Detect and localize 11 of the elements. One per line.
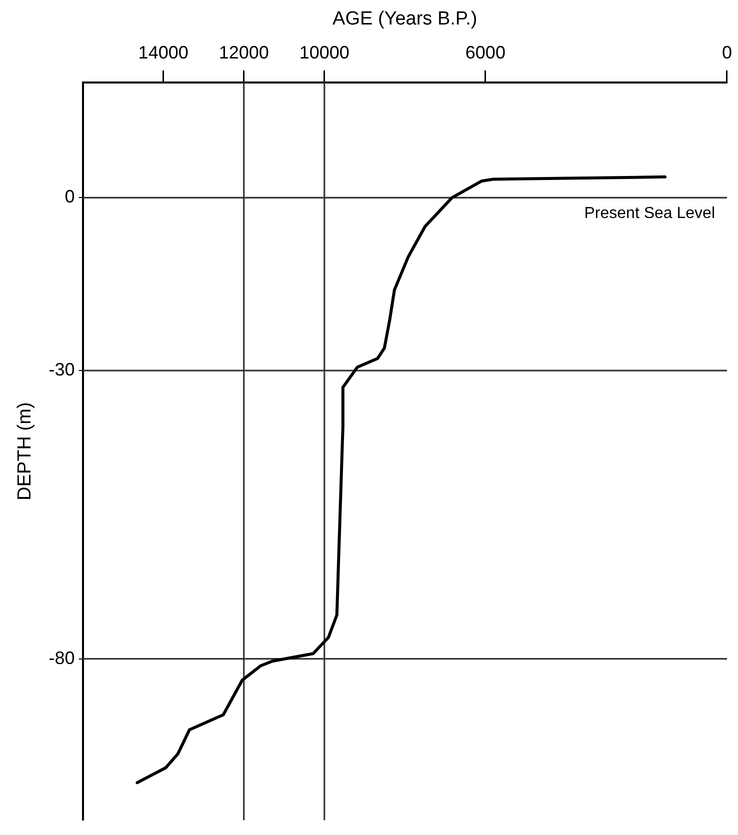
x-tick-label: 6000 — [465, 42, 506, 63]
ref-line-label: Present Sea Level — [584, 205, 715, 222]
x-tick-label: 12000 — [218, 42, 269, 63]
y-axis-title: DEPTH (m) — [14, 402, 36, 500]
x-tick-label: 0 — [722, 42, 732, 63]
y-tick-label: 0 — [64, 186, 75, 207]
x-tick-label: 14000 — [138, 42, 188, 63]
x-axis-title: AGE (Years B.P.) — [332, 8, 478, 30]
x-tick-label: 10000 — [299, 42, 350, 63]
y-tick-label: -30 — [48, 360, 75, 380]
y-tick-label: -80 — [48, 648, 75, 668]
